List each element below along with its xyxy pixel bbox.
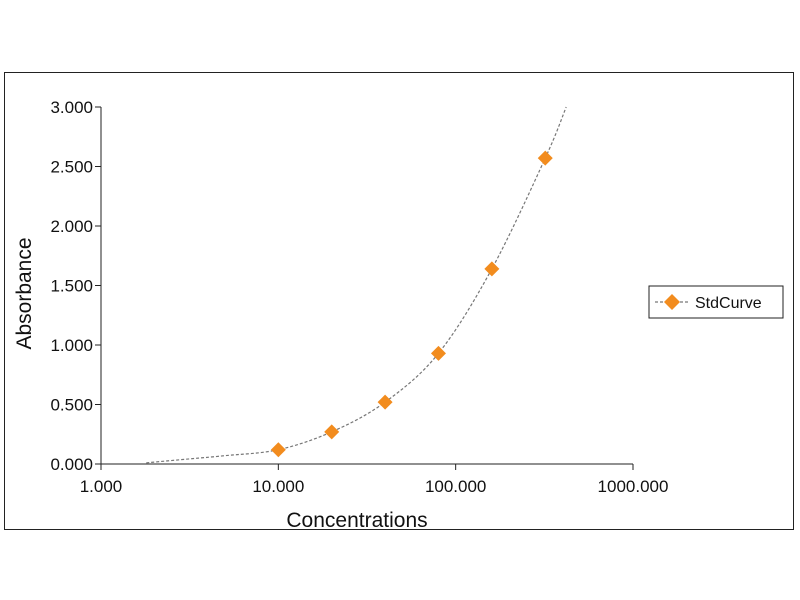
y-tick-label: 2.000 [50, 217, 93, 236]
y-tick-label: 3.000 [50, 98, 93, 117]
data-point [484, 261, 500, 277]
x-axis-title: Concentrations [286, 509, 427, 529]
x-tick-label: 1000.000 [598, 477, 669, 496]
legend-label: StdCurve [695, 295, 762, 312]
data-point [430, 345, 446, 361]
y-tick-label: 0.500 [50, 396, 93, 415]
y-tick-label: 0.000 [50, 455, 93, 474]
data-point [377, 394, 393, 410]
std-curve-chart: 0.000 0.500 1.000 1.500 2.000 2.500 3.000 1.00… [13, 98, 784, 529]
chart-frame: 0.000 0.500 1.000 1.500 2.000 2.500 3.000 1.00… [4, 72, 794, 530]
legend-marker [664, 294, 680, 310]
y-axis-title: Absorbance [13, 237, 36, 349]
data-point [537, 150, 553, 166]
fit-curve [146, 106, 567, 464]
axes [100, 107, 633, 465]
data-points [270, 150, 553, 458]
y-tick-label: 1.000 [50, 336, 93, 355]
data-point [324, 424, 340, 440]
x-tick-label: 100.000 [425, 477, 486, 496]
data-point [270, 442, 286, 458]
y-axis-ticks: 0.000 0.500 1.000 1.500 2.000 2.500 3.000 [50, 98, 101, 474]
legend: StdCurve [648, 285, 784, 319]
x-axis-ticks: 1.000 10.000 100.000 1000.000 [80, 464, 669, 496]
x-tick-label: 10.000 [252, 477, 304, 496]
x-tick-label: 1.000 [80, 477, 123, 496]
y-tick-label: 1.500 [50, 277, 93, 296]
y-tick-label: 2.500 [50, 158, 93, 177]
